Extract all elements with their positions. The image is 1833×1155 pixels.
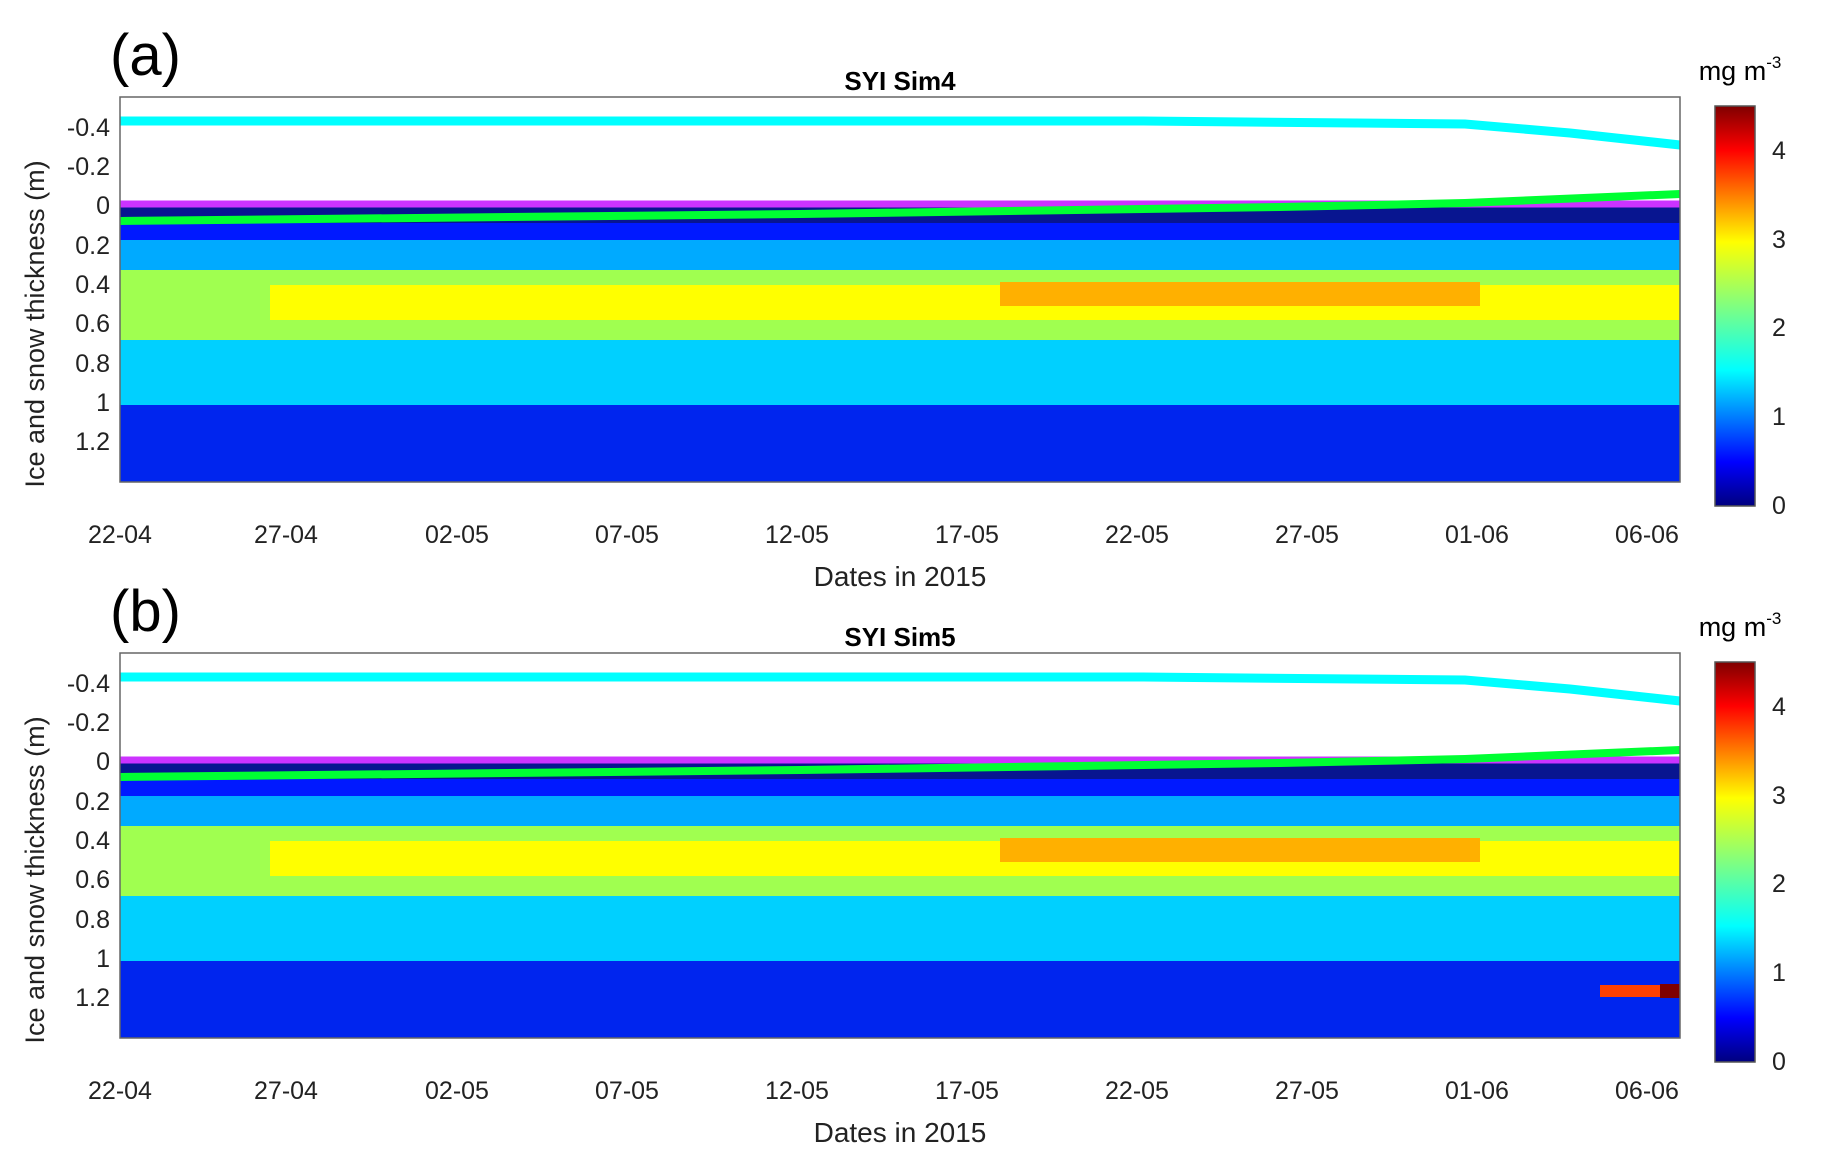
y-tick-label: 0.6 — [75, 866, 110, 894]
y-axis: -0.4 -0.2 0 0.2 0.4 0.6 0.8 1 1.2 — [67, 670, 110, 1012]
y-tick-label: 0 — [96, 748, 110, 776]
colorbar: mg m-3 0 1 2 3 4 — [1699, 53, 1786, 520]
x-tick-label: 06-06 — [1615, 521, 1679, 549]
colorbar-tick-label: 4 — [1772, 137, 1786, 165]
y-tick-label: 1 — [96, 389, 110, 417]
colorbar: mg m-3 0 1 2 3 4 — [1699, 609, 1786, 1076]
x-tick-label: 07-05 — [595, 521, 659, 549]
panel-a: (a) SYI Sim4 Ice and snow thickness (m) … — [20, 23, 1786, 592]
snow-surface-line — [120, 672, 1681, 706]
colorbar-tick-label: 4 — [1772, 693, 1786, 721]
x-tick-label: 27-04 — [254, 1077, 318, 1105]
colorbar-tick-label: 3 — [1772, 226, 1786, 254]
y-tick-label: -0.2 — [67, 709, 110, 737]
y-axis-label: Ice and snow thickness (m) — [20, 160, 50, 487]
x-tick-label: 17-05 — [935, 1077, 999, 1105]
y-tick-label: 0.6 — [75, 310, 110, 338]
mid-band — [120, 340, 1680, 405]
x-tick-label: 27-04 — [254, 521, 318, 549]
x-tick-label: 22-05 — [1105, 521, 1169, 549]
snow-surface-line — [120, 116, 1681, 150]
heatmap — [120, 653, 1680, 1038]
heatmap — [120, 97, 1680, 482]
y-tick-label: 0.2 — [75, 788, 110, 816]
colorbar-gradient — [1714, 661, 1756, 1063]
colorbar-unit: mg m — [1699, 612, 1767, 642]
x-tick-label: 01-06 — [1445, 1077, 1509, 1105]
y-tick-label: 0.2 — [75, 232, 110, 260]
y-tick-label: -0.4 — [67, 114, 110, 142]
x-tick-label: 12-05 — [765, 1077, 829, 1105]
x-tick-label: 12-05 — [765, 521, 829, 549]
mid-band — [120, 896, 1680, 961]
panel-label: (a) — [110, 23, 181, 88]
colorbar-tick-label: 3 — [1772, 782, 1786, 810]
panel-b: (b) SYI Sim5 Ice and snow thickness (m) … — [20, 579, 1786, 1148]
chlorophyll-peak — [1000, 838, 1480, 862]
x-tick-label: 22-05 — [1105, 1077, 1169, 1105]
x-axis: 22-04 27-04 02-05 07-05 12-05 17-05 22-0… — [88, 1077, 1679, 1105]
x-tick-label: 01-06 — [1445, 521, 1509, 549]
colorbar-tick-label: 1 — [1772, 959, 1786, 987]
y-tick-label: 0 — [96, 192, 110, 220]
x-tick-label: 02-05 — [425, 521, 489, 549]
chart-title: SYI Sim4 — [844, 66, 956, 96]
colorbar-unit-superscript: -3 — [1766, 609, 1781, 628]
x-tick-label: 06-06 — [1615, 1077, 1679, 1105]
thickness-lines — [119, 116, 1681, 225]
colorbar-tick-label: 0 — [1772, 1048, 1786, 1076]
lower-band — [120, 961, 1680, 1038]
y-tick-label: -0.4 — [67, 670, 110, 698]
plot-frame — [119, 96, 1681, 483]
y-tick-label: 0.4 — [75, 827, 110, 855]
colorbar-unit-superscript: -3 — [1766, 53, 1781, 72]
lower-band — [120, 405, 1680, 482]
y-tick-label: -0.2 — [67, 153, 110, 181]
y-tick-label: 1.2 — [75, 428, 110, 456]
chart-title: SYI Sim5 — [844, 622, 955, 652]
x-axis-label: Dates in 2015 — [814, 561, 987, 592]
colorbar-unit-label: mg m-3 — [1699, 609, 1782, 642]
thickness-lines — [119, 672, 1681, 781]
freeboard-line — [119, 190, 1681, 225]
bottom-hotspot-core — [1660, 984, 1680, 998]
x-tick-label: 07-05 — [595, 1077, 659, 1105]
x-tick-label: 17-05 — [935, 521, 999, 549]
y-axis-label: Ice and snow thickness (m) — [20, 716, 50, 1043]
colorbar-unit: mg m — [1699, 56, 1767, 86]
plot-frame — [119, 652, 1681, 1039]
colorbar-tick-label: 2 — [1772, 870, 1786, 898]
colorbar-gradient — [1714, 105, 1756, 507]
x-tick-label: 22-04 — [88, 521, 152, 549]
y-tick-label: 0.4 — [75, 271, 110, 299]
y-tick-label: 0.8 — [75, 350, 110, 378]
chlorophyll-peak — [1000, 282, 1480, 306]
y-tick-label: 0.8 — [75, 906, 110, 934]
x-tick-label: 27-05 — [1275, 1077, 1339, 1105]
freeboard-line — [119, 746, 1681, 781]
colorbar-tick-label: 2 — [1772, 314, 1786, 342]
panel-label: (b) — [110, 579, 181, 644]
colorbar-tick-label: 0 — [1772, 492, 1786, 520]
colorbar-tick-label: 1 — [1772, 403, 1786, 431]
x-tick-label: 27-05 — [1275, 521, 1339, 549]
x-tick-label: 22-04 — [88, 1077, 152, 1105]
x-axis-label: Dates in 2015 — [814, 1117, 987, 1148]
colorbar-unit-label: mg m-3 — [1699, 53, 1782, 86]
x-axis: 22-04 27-04 02-05 07-05 12-05 17-05 22-0… — [88, 521, 1679, 549]
y-tick-label: 1.2 — [75, 984, 110, 1012]
x-tick-label: 02-05 — [425, 1077, 489, 1105]
y-tick-label: 1 — [96, 945, 110, 973]
y-axis: -0.4 -0.2 0 0.2 0.4 0.6 0.8 1 1.2 — [67, 114, 110, 456]
